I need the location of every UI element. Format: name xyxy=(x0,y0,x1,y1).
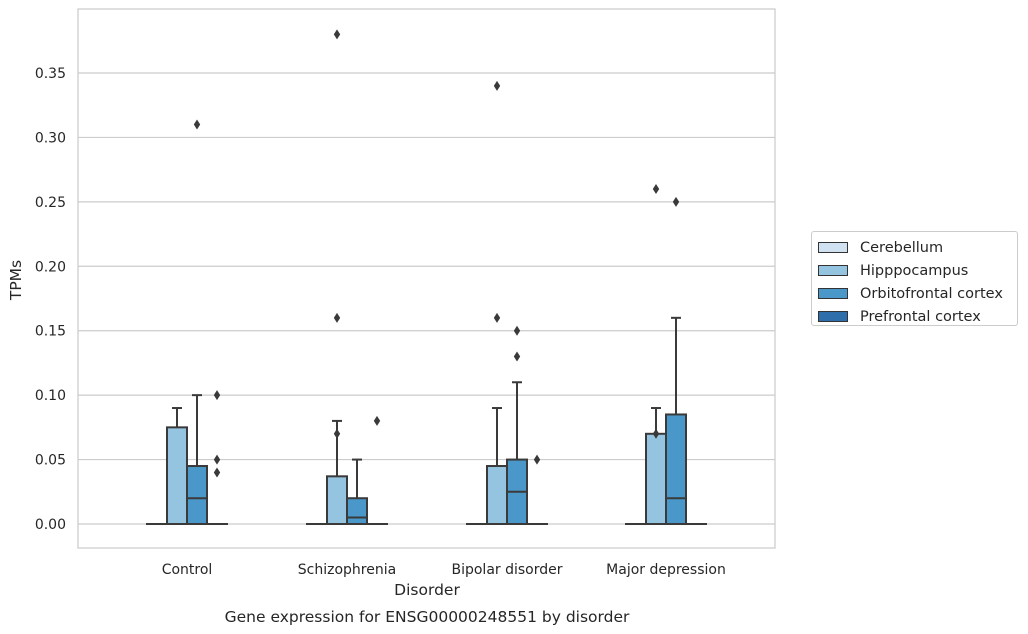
box-3-1 xyxy=(366,415,388,526)
box-1-3 xyxy=(645,183,667,525)
outlier-point xyxy=(333,312,341,323)
box-1-2 xyxy=(486,80,508,525)
outlier-point xyxy=(513,351,521,362)
plot-area-frame xyxy=(77,8,776,549)
box xyxy=(665,413,687,526)
x-tick-label: Schizophrenia xyxy=(298,562,396,578)
box-series-group xyxy=(146,29,707,526)
box xyxy=(186,465,208,525)
legend-item: Hipppocampus xyxy=(818,259,1017,282)
y-tick-label: 0.05 xyxy=(35,453,66,469)
box xyxy=(346,497,368,526)
box xyxy=(645,432,667,525)
box-1-1 xyxy=(326,29,348,525)
x-axis-ticks: Control Schizophrenia Bipolar disorder Majo… xyxy=(162,562,726,578)
legend-swatch xyxy=(818,242,848,253)
x-tick-label: Bipolar disorder xyxy=(451,562,562,578)
outlier-point xyxy=(213,454,221,465)
legend-label: Orbitofrontal cortex xyxy=(860,285,1003,302)
legend-swatch xyxy=(818,288,848,299)
outlier-point xyxy=(193,119,201,130)
box xyxy=(166,426,188,526)
box-2-2 xyxy=(506,325,528,526)
x-axis-label: Disorder xyxy=(394,581,460,599)
outlier-point xyxy=(513,325,521,336)
outlier-point xyxy=(213,467,221,478)
legend-item: Orbitofrontal cortex xyxy=(818,282,1017,305)
outlier-point xyxy=(333,29,341,40)
legend-label: Hipppocampus xyxy=(860,262,969,279)
legend-item: Cerebellum xyxy=(818,236,1017,259)
box-2-0 xyxy=(186,119,208,525)
y-tick-label: 0.15 xyxy=(35,324,66,340)
y-tick-label: 0.10 xyxy=(35,388,66,404)
y-axis-ticks: 0.00 0.05 0.10 0.15 0.20 0.25 0.30 0.35 xyxy=(35,66,66,533)
box xyxy=(326,475,348,525)
outlier-point xyxy=(333,428,341,439)
box-2-3 xyxy=(665,196,687,526)
box-2-1 xyxy=(346,458,368,526)
outlier-point xyxy=(493,80,501,91)
legend-label: Cerebellum xyxy=(860,239,944,256)
legend-item: Prefrontal cortex xyxy=(818,305,1017,328)
outlier-point xyxy=(652,183,660,194)
y-tick-label: 0.20 xyxy=(35,259,66,275)
box-1-0 xyxy=(166,407,188,526)
y-axis-label: TPMs xyxy=(7,260,25,301)
outlier-point xyxy=(652,428,660,439)
y-tick-label: 0.00 xyxy=(35,517,66,533)
box xyxy=(486,465,508,525)
y-tick-label: 0.30 xyxy=(35,130,66,146)
x-tick-label: Major depression xyxy=(606,562,726,578)
chart-title: Gene expression for ENSG00000248551 by d… xyxy=(225,608,630,626)
outlier-point xyxy=(672,196,680,207)
box-3-2 xyxy=(526,454,548,526)
box-3-0 xyxy=(206,390,228,526)
outlier-point xyxy=(213,390,221,401)
y-tick-label: 0.35 xyxy=(35,66,66,82)
outlier-point xyxy=(373,415,381,426)
legend-swatch xyxy=(818,265,848,276)
x-tick-label: Control xyxy=(162,562,213,578)
outlier-point xyxy=(493,312,501,323)
legend: Cerebellum Hipppocampus Orbitofrontal cort… xyxy=(811,231,1018,326)
y-tick-label: 0.25 xyxy=(35,195,66,211)
outlier-point xyxy=(533,454,541,465)
legend-swatch xyxy=(818,311,848,322)
legend-label: Prefrontal cortex xyxy=(860,308,981,325)
